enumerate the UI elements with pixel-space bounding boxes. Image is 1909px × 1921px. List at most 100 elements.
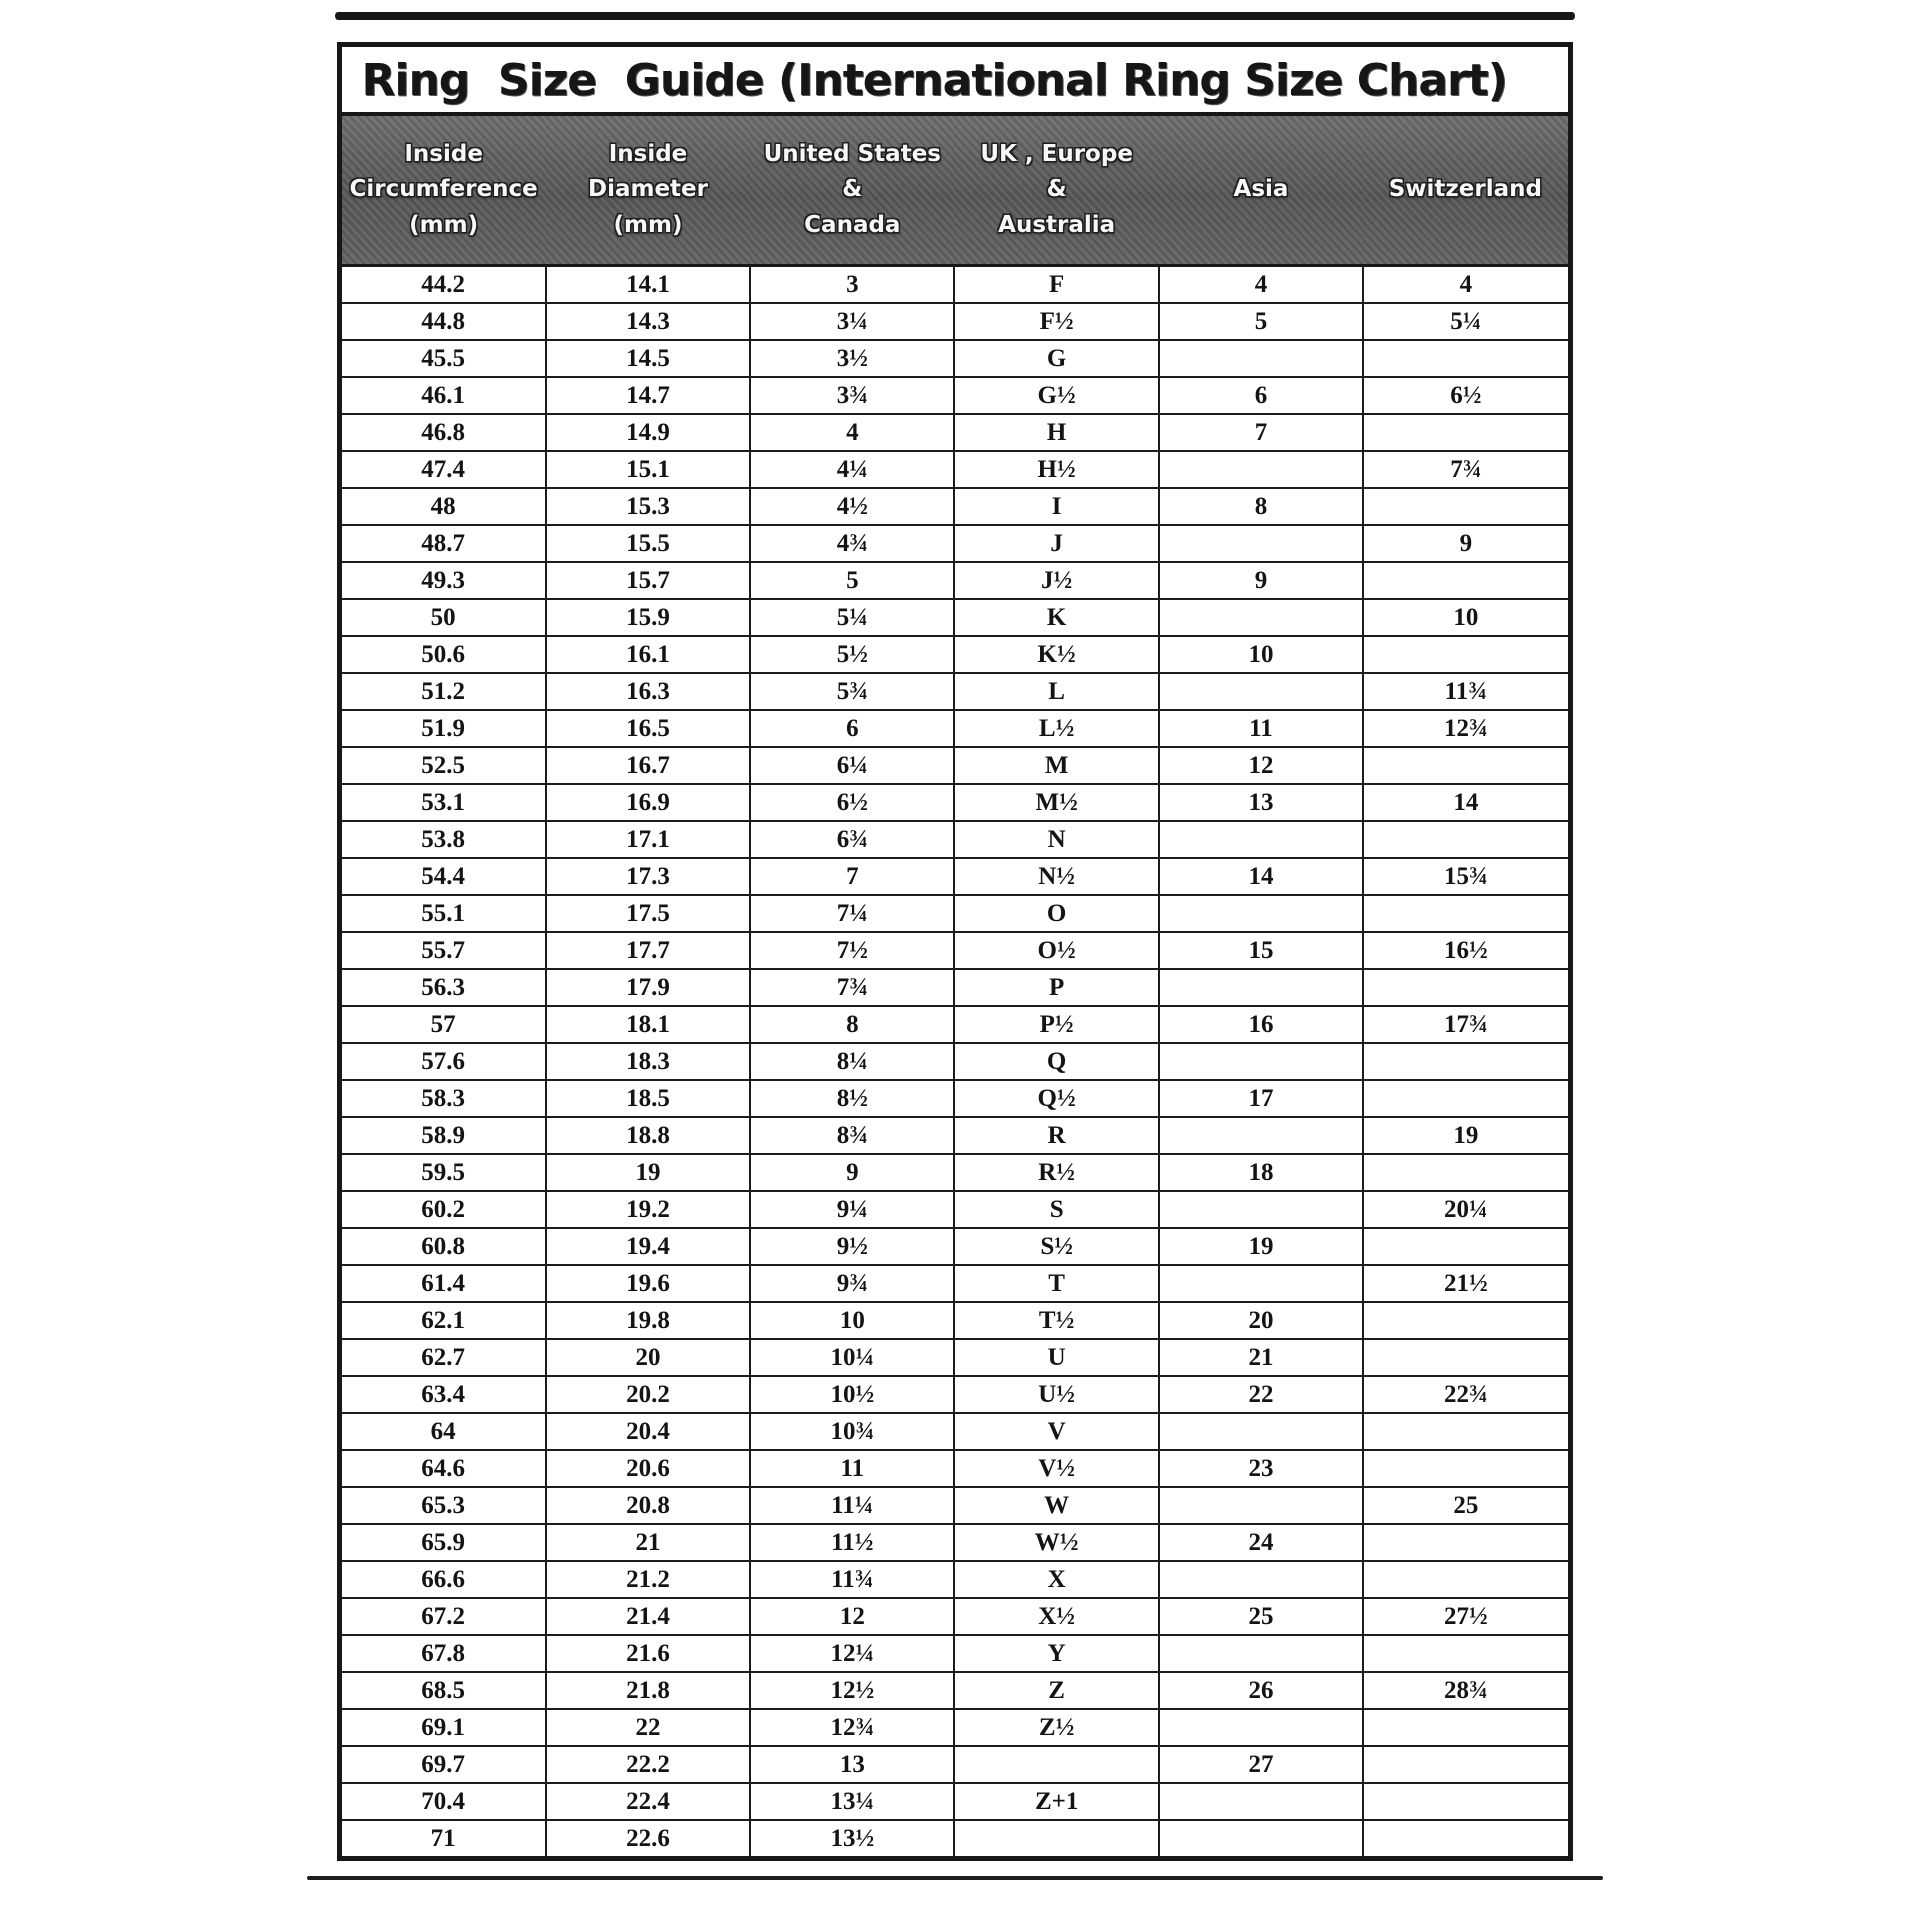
cell-inside-diameter: 14.9	[544, 413, 752, 452]
cell-uk-europe-australia: W	[953, 1486, 1160, 1525]
column-header-line: (mm)	[613, 211, 683, 238]
cell-uk-europe-australia: T½	[953, 1301, 1160, 1340]
cell-asia	[1157, 1412, 1365, 1451]
table-row: 62.1 19.8 10 T½ 20	[341, 1301, 1568, 1340]
cell-uk-europe-australia: M½	[953, 783, 1160, 822]
cell-uk-europe-australia: Z+1	[953, 1782, 1160, 1821]
cell-us-canada: 7½	[749, 931, 956, 970]
cell-inside-diameter: 19.4	[544, 1227, 752, 1266]
cell-switzerland: 14	[1362, 783, 1568, 822]
cell-asia: 15	[1157, 931, 1365, 970]
table-row: 65.3 20.8 11¼ W 25	[341, 1486, 1568, 1525]
cell-inside-circumference: 55.7	[341, 931, 547, 970]
column-header-line: Inside	[608, 140, 688, 167]
column-header-line: &	[842, 176, 863, 203]
cell-asia	[1157, 1116, 1365, 1155]
table-body: 44.2 14.1 3 F 4 4 44.8 14.3 3¼ F½ 5 5¼ 45.5 14.5 3½ G 46…	[341, 264, 1568, 1856]
column-header-uk-europe-australia: UK , Europe & Australia	[954, 116, 1159, 267]
column-header-inside-diameter: Inside Diameter (mm)	[545, 116, 751, 267]
cell-asia: 22	[1157, 1375, 1365, 1414]
cell-inside-circumference: 62.7	[341, 1338, 547, 1377]
cell-us-canada: 10¾	[749, 1412, 956, 1451]
cell-asia	[1157, 672, 1365, 711]
cell-us-canada: 3½	[749, 339, 956, 378]
cell-uk-europe-australia: K½	[953, 635, 1160, 674]
cell-uk-europe-australia: N½	[953, 857, 1160, 896]
cell-inside-diameter: 20.4	[544, 1412, 752, 1451]
cell-asia: 25	[1157, 1597, 1365, 1636]
cell-us-canada: 8¾	[749, 1116, 956, 1155]
cell-uk-europe-australia: P½	[953, 1005, 1160, 1044]
cell-inside-circumference: 64	[341, 1412, 547, 1451]
cell-inside-circumference: 48	[341, 487, 547, 526]
cell-uk-europe-australia: N	[953, 820, 1160, 859]
cell-inside-circumference: 70.4	[341, 1782, 547, 1821]
table-row: 60.2 19.2 9¼ S 20¼	[341, 1190, 1568, 1229]
cell-uk-europe-australia: H½	[953, 450, 1160, 489]
cell-switzerland: 27½	[1362, 1597, 1568, 1636]
cell-switzerland	[1362, 968, 1568, 1007]
cell-asia: 5	[1157, 302, 1365, 341]
column-header-inside-circumference: Inside Circumference (mm)	[341, 116, 546, 267]
column-header-switzerland: Switzerland	[1363, 116, 1568, 267]
cell-us-canada: 9½	[749, 1227, 956, 1266]
column-header-us-canada: United States & Canada	[750, 116, 955, 267]
cell-inside-diameter: 18.3	[544, 1042, 752, 1081]
cell-us-canada: 10½	[749, 1375, 956, 1414]
cell-us-canada: 8	[749, 1005, 956, 1044]
cell-inside-diameter: 15.3	[544, 487, 752, 526]
table-row: 66.6 21.2 11¾ X	[341, 1560, 1568, 1599]
cell-inside-diameter: 21.8	[544, 1671, 752, 1710]
table-row: 49.3 15.7 5 J½ 9	[341, 561, 1568, 600]
cell-switzerland	[1362, 1227, 1568, 1266]
table-header: Inside Circumference (mm) Inside Diameter (mm…	[341, 116, 1568, 267]
cell-switzerland: 10	[1362, 598, 1568, 637]
column-header-line: Circumference	[349, 176, 538, 203]
cell-inside-circumference: 61.4	[341, 1264, 547, 1303]
cell-inside-diameter: 19	[544, 1153, 752, 1192]
cell-uk-europe-australia: W½	[953, 1523, 1160, 1562]
cell-switzerland	[1362, 1338, 1568, 1377]
table-row: 50.6 16.1 5½ K½ 10	[341, 635, 1568, 674]
cell-switzerland	[1362, 746, 1568, 785]
cell-inside-diameter: 20.2	[544, 1375, 752, 1414]
column-header-line: (mm)	[409, 211, 479, 238]
cell-us-canada: 5½	[749, 635, 956, 674]
cell-inside-circumference: 52.5	[341, 746, 547, 785]
cell-inside-circumference: 69.7	[341, 1745, 547, 1784]
cell-uk-europe-australia: L½	[953, 709, 1160, 748]
cell-uk-europe-australia: Z	[953, 1671, 1160, 1710]
cell-inside-circumference: 48.7	[341, 524, 547, 563]
cell-inside-diameter: 16.5	[544, 709, 752, 748]
cell-us-canada: 6½	[749, 783, 956, 822]
cell-inside-diameter: 14.7	[544, 376, 752, 415]
cell-asia: 9	[1157, 561, 1365, 600]
cell-us-canada: 13	[749, 1745, 956, 1784]
cell-inside-circumference: 57	[341, 1005, 547, 1044]
cell-us-canada: 4	[749, 413, 956, 452]
cell-switzerland: 20¼	[1362, 1190, 1568, 1229]
cell-us-canada: 12¾	[749, 1708, 956, 1747]
cell-uk-europe-australia: X½	[953, 1597, 1160, 1636]
cell-uk-europe-australia: K	[953, 598, 1160, 637]
cell-inside-circumference: 60.8	[341, 1227, 547, 1266]
cell-asia: 27	[1157, 1745, 1365, 1784]
cell-switzerland	[1362, 1708, 1568, 1747]
cell-inside-diameter: 16.1	[544, 635, 752, 674]
cell-us-canada: 4¼	[749, 450, 956, 489]
cell-inside-circumference: 58.3	[341, 1079, 547, 1118]
cell-us-canada: 6¾	[749, 820, 956, 859]
table-row: 48.7 15.5 4¾ J 9	[341, 524, 1568, 563]
cell-switzerland: 9	[1362, 524, 1568, 563]
cell-uk-europe-australia: V½	[953, 1449, 1160, 1488]
cell-asia: 26	[1157, 1671, 1365, 1710]
cell-asia: 8	[1157, 487, 1365, 526]
cell-asia	[1157, 894, 1365, 933]
cell-inside-circumference: 69.1	[341, 1708, 547, 1747]
cell-uk-europe-australia: G½	[953, 376, 1160, 415]
cell-inside-circumference: 59.5	[341, 1153, 547, 1192]
cell-inside-diameter: 22	[544, 1708, 752, 1747]
cell-inside-circumference: 46.1	[341, 376, 547, 415]
cell-inside-diameter: 15.1	[544, 450, 752, 489]
cell-switzerland	[1362, 820, 1568, 859]
